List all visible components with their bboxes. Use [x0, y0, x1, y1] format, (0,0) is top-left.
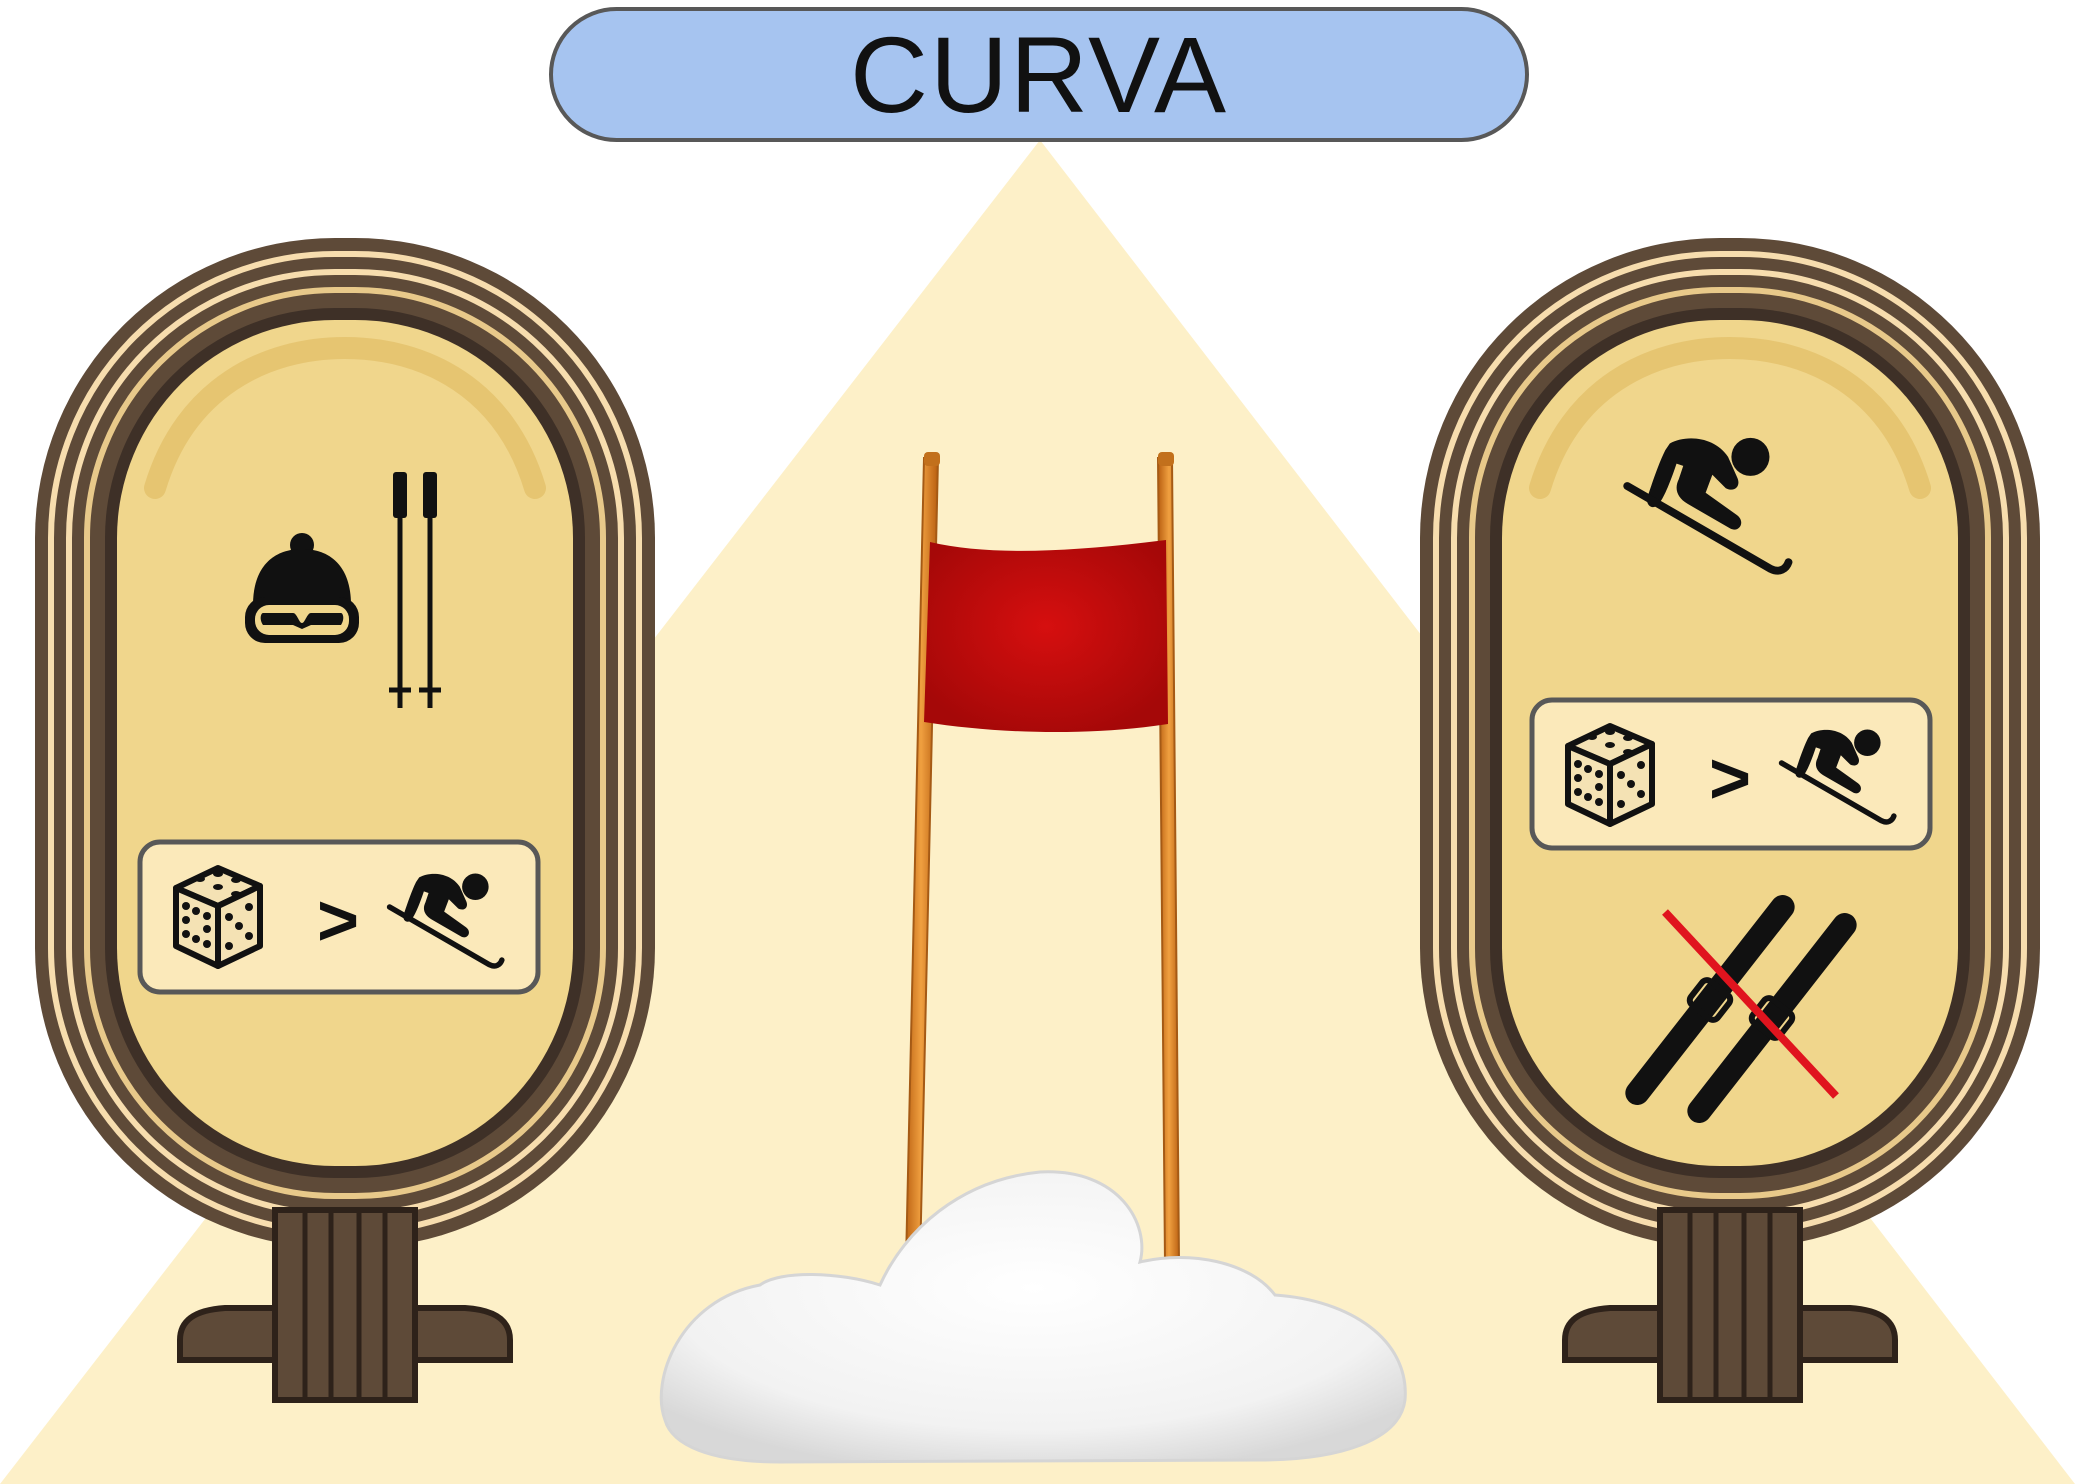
ski-helmet-goggles-icon	[245, 533, 359, 643]
ski-poles-icon	[389, 472, 441, 708]
card-title-text: CURVA	[849, 14, 1229, 135]
card-title: CURVA	[549, 7, 1529, 142]
strike-line	[1662, 909, 1839, 1099]
slalom-gate-flag-icon	[902, 452, 1182, 1379]
dice-icon	[176, 868, 260, 966]
left-cartouche	[35, 238, 655, 1248]
dice-icon	[1568, 726, 1652, 824]
skis-crossed-out-icon	[1625, 895, 1857, 1123]
left-rule-box: >	[137, 839, 541, 995]
snow-mound-icon	[659, 1170, 1407, 1464]
greater-than-operator: >	[317, 881, 359, 961]
greater-than-operator: >	[1709, 739, 1751, 819]
right-rule-box: >	[1529, 697, 1933, 851]
